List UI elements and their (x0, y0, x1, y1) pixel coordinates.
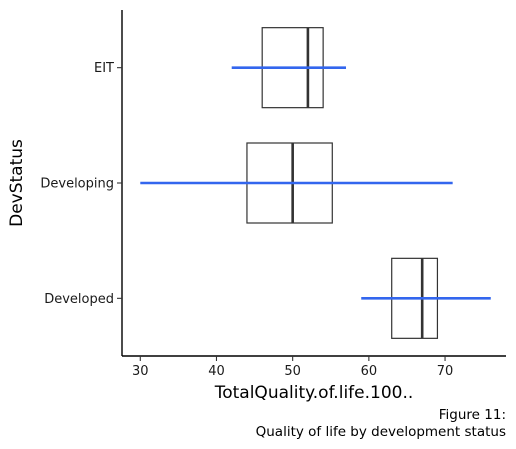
plot-area (140, 27, 491, 339)
y-axis-ticks: EIT Developing Developed (40, 61, 122, 307)
box-group-developing (140, 142, 453, 224)
box-group-eit (231, 27, 346, 109)
x-axis-title: TotalQuality.of.life.100.. (214, 383, 414, 403)
y-tick-label-eit: EIT (94, 61, 114, 76)
x-tick-label-50: 50 (284, 364, 301, 379)
y-tick-label-developing: Developing (40, 177, 114, 192)
y-tick-label-developed: Developed (44, 292, 114, 307)
x-tick-label-70: 70 (437, 364, 454, 379)
caption-line-1: Figure 11: (438, 407, 506, 423)
caption-line-2: Quality of life by development status (255, 424, 506, 440)
x-axis-ticks: 30 40 50 60 70 (132, 356, 453, 379)
y-axis-title: DevStatus (7, 139, 27, 227)
box-group-developed (361, 257, 491, 339)
x-tick-label-60: 60 (361, 364, 378, 379)
figure-caption: Figure 11: Quality of life by developmen… (256, 407, 506, 441)
x-tick-label-30: 30 (132, 364, 149, 379)
x-tick-label-40: 40 (208, 364, 225, 379)
